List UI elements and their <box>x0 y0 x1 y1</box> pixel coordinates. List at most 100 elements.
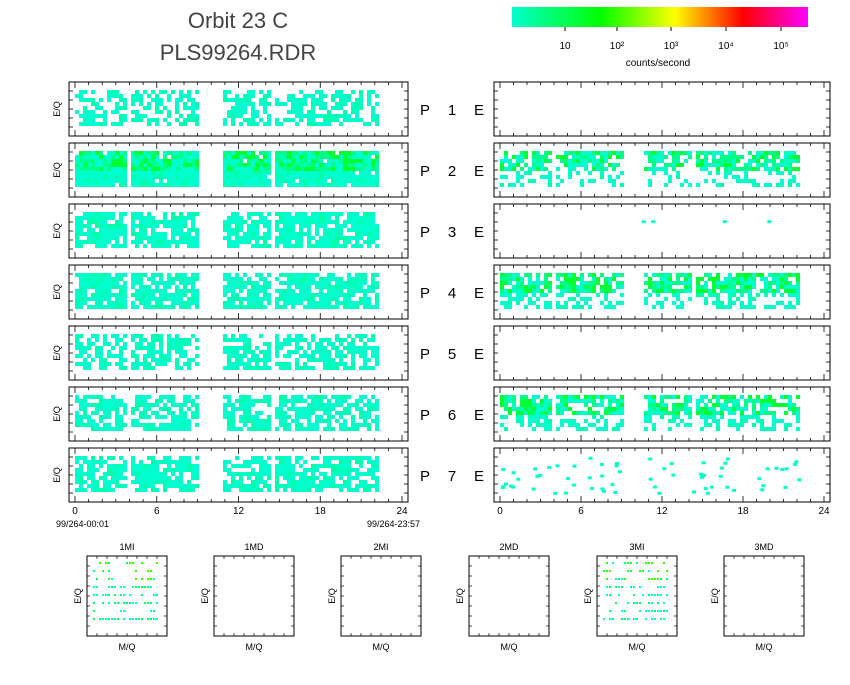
heatmap-cell <box>664 297 668 301</box>
heatmap-cell <box>700 407 704 411</box>
heatmap-cell <box>119 419 123 423</box>
heatmap-cell <box>712 415 716 419</box>
heatmap-cell <box>664 407 668 411</box>
heatmap-cell <box>235 399 239 403</box>
heatmap-cell <box>175 110 179 114</box>
heatmap-cell <box>355 423 359 427</box>
heatmap-cell <box>167 244 171 248</box>
heatmap-cell <box>331 362 335 366</box>
heatmap-cell <box>255 297 259 301</box>
heatmap-cell <box>668 285 672 289</box>
heatmap-cell <box>536 285 540 289</box>
heatmap-cell <box>83 297 87 301</box>
heatmap-cell <box>79 224 83 228</box>
heatmap-cell <box>179 277 183 281</box>
heatmap-cell <box>728 285 732 289</box>
heatmap-cell <box>287 399 291 403</box>
heatmap-cell <box>347 464 351 468</box>
heatmap-cell <box>343 423 347 427</box>
heatmap-cell <box>171 480 175 484</box>
heatmap-cell <box>239 159 243 163</box>
heatmap-cell <box>524 305 528 309</box>
heatmap-cell <box>580 151 584 155</box>
heatmap-cell <box>323 476 327 480</box>
heatmap-cell <box>780 301 784 305</box>
heatmap-cell <box>656 167 660 171</box>
heatmap-cell <box>347 334 351 338</box>
heatmap-cell <box>111 403 115 407</box>
heatmap-cell <box>752 281 756 285</box>
heatmap-cell <box>171 155 175 159</box>
heatmap-cell <box>275 342 279 346</box>
heatmap-cell <box>103 212 107 216</box>
heatmap-cell <box>159 358 163 362</box>
heatmap-cell <box>508 411 512 415</box>
heatmap-cell <box>251 236 255 240</box>
heatmap-cell <box>111 90 115 94</box>
heatmap-cell <box>283 415 287 419</box>
heatmap-cell <box>151 476 155 480</box>
heatmap-cell <box>327 236 331 240</box>
heatmap-cell <box>231 484 235 488</box>
heatmap-cell <box>151 423 155 427</box>
heatmap-cell <box>315 395 319 399</box>
heatmap-cell <box>375 151 379 155</box>
heatmap-cell <box>764 427 768 431</box>
heatmap-cell <box>239 281 243 285</box>
heatmap-cell <box>331 175 335 179</box>
heatmap-cell <box>740 167 744 171</box>
heatmap-cell <box>139 155 143 159</box>
heatmap-cell <box>327 110 331 114</box>
heatmap-cell <box>227 427 231 431</box>
heatmap-cell <box>315 484 319 488</box>
heatmap-cell <box>195 338 199 342</box>
heatmap-cell <box>167 151 171 155</box>
heatmap-cell <box>107 277 111 281</box>
heatmap-cell <box>303 232 307 236</box>
heatmap-cell <box>732 163 736 167</box>
heatmap-cell <box>255 423 259 427</box>
heatmap-cell <box>524 285 528 289</box>
heatmap-cell <box>95 122 99 126</box>
heatmap-cell <box>303 427 307 431</box>
heatmap-cell <box>147 301 151 305</box>
heatmap-cell <box>776 277 780 281</box>
heatmap-cell <box>83 403 87 407</box>
heatmap-cell <box>123 423 127 427</box>
heatmap-cell <box>275 464 279 468</box>
heatmap-cell <box>171 163 175 167</box>
heatmap-cell <box>231 175 235 179</box>
heatmap-cell <box>167 464 171 468</box>
heatmap-cell <box>608 411 612 415</box>
heatmap-cell <box>119 122 123 126</box>
heatmap-cell <box>167 338 171 342</box>
heatmap-cell <box>111 151 115 155</box>
heatmap-cell <box>263 216 267 220</box>
heatmap-cell <box>111 293 115 297</box>
heatmap-cell <box>223 285 227 289</box>
heatmap-cell <box>367 98 371 102</box>
heatmap-cell <box>75 171 79 175</box>
heatmap-cell <box>79 90 83 94</box>
heatmap-cell <box>363 273 367 277</box>
heatmap-cell <box>684 277 688 281</box>
heatmap-cell <box>195 159 199 163</box>
heatmap-cell <box>103 216 107 220</box>
heatmap-cell <box>275 179 279 183</box>
heatmap-cell <box>656 273 660 277</box>
heatmap-cell <box>111 216 115 220</box>
heatmap-cell <box>263 110 267 114</box>
heatmap-cell <box>99 403 103 407</box>
heatmap-cell <box>183 301 187 305</box>
heatmap-cell <box>367 399 371 403</box>
heatmap-cell <box>351 163 355 167</box>
heatmap-cell <box>520 175 524 179</box>
heatmap-cell <box>263 362 267 366</box>
heatmap-cell <box>672 395 676 399</box>
heatmap-cell <box>792 175 796 179</box>
heatmap-cell <box>95 484 99 488</box>
heatmap-cell <box>704 407 708 411</box>
heatmap-cell <box>375 273 379 277</box>
heatmap-cell <box>159 281 163 285</box>
heatmap-cell <box>371 273 375 277</box>
